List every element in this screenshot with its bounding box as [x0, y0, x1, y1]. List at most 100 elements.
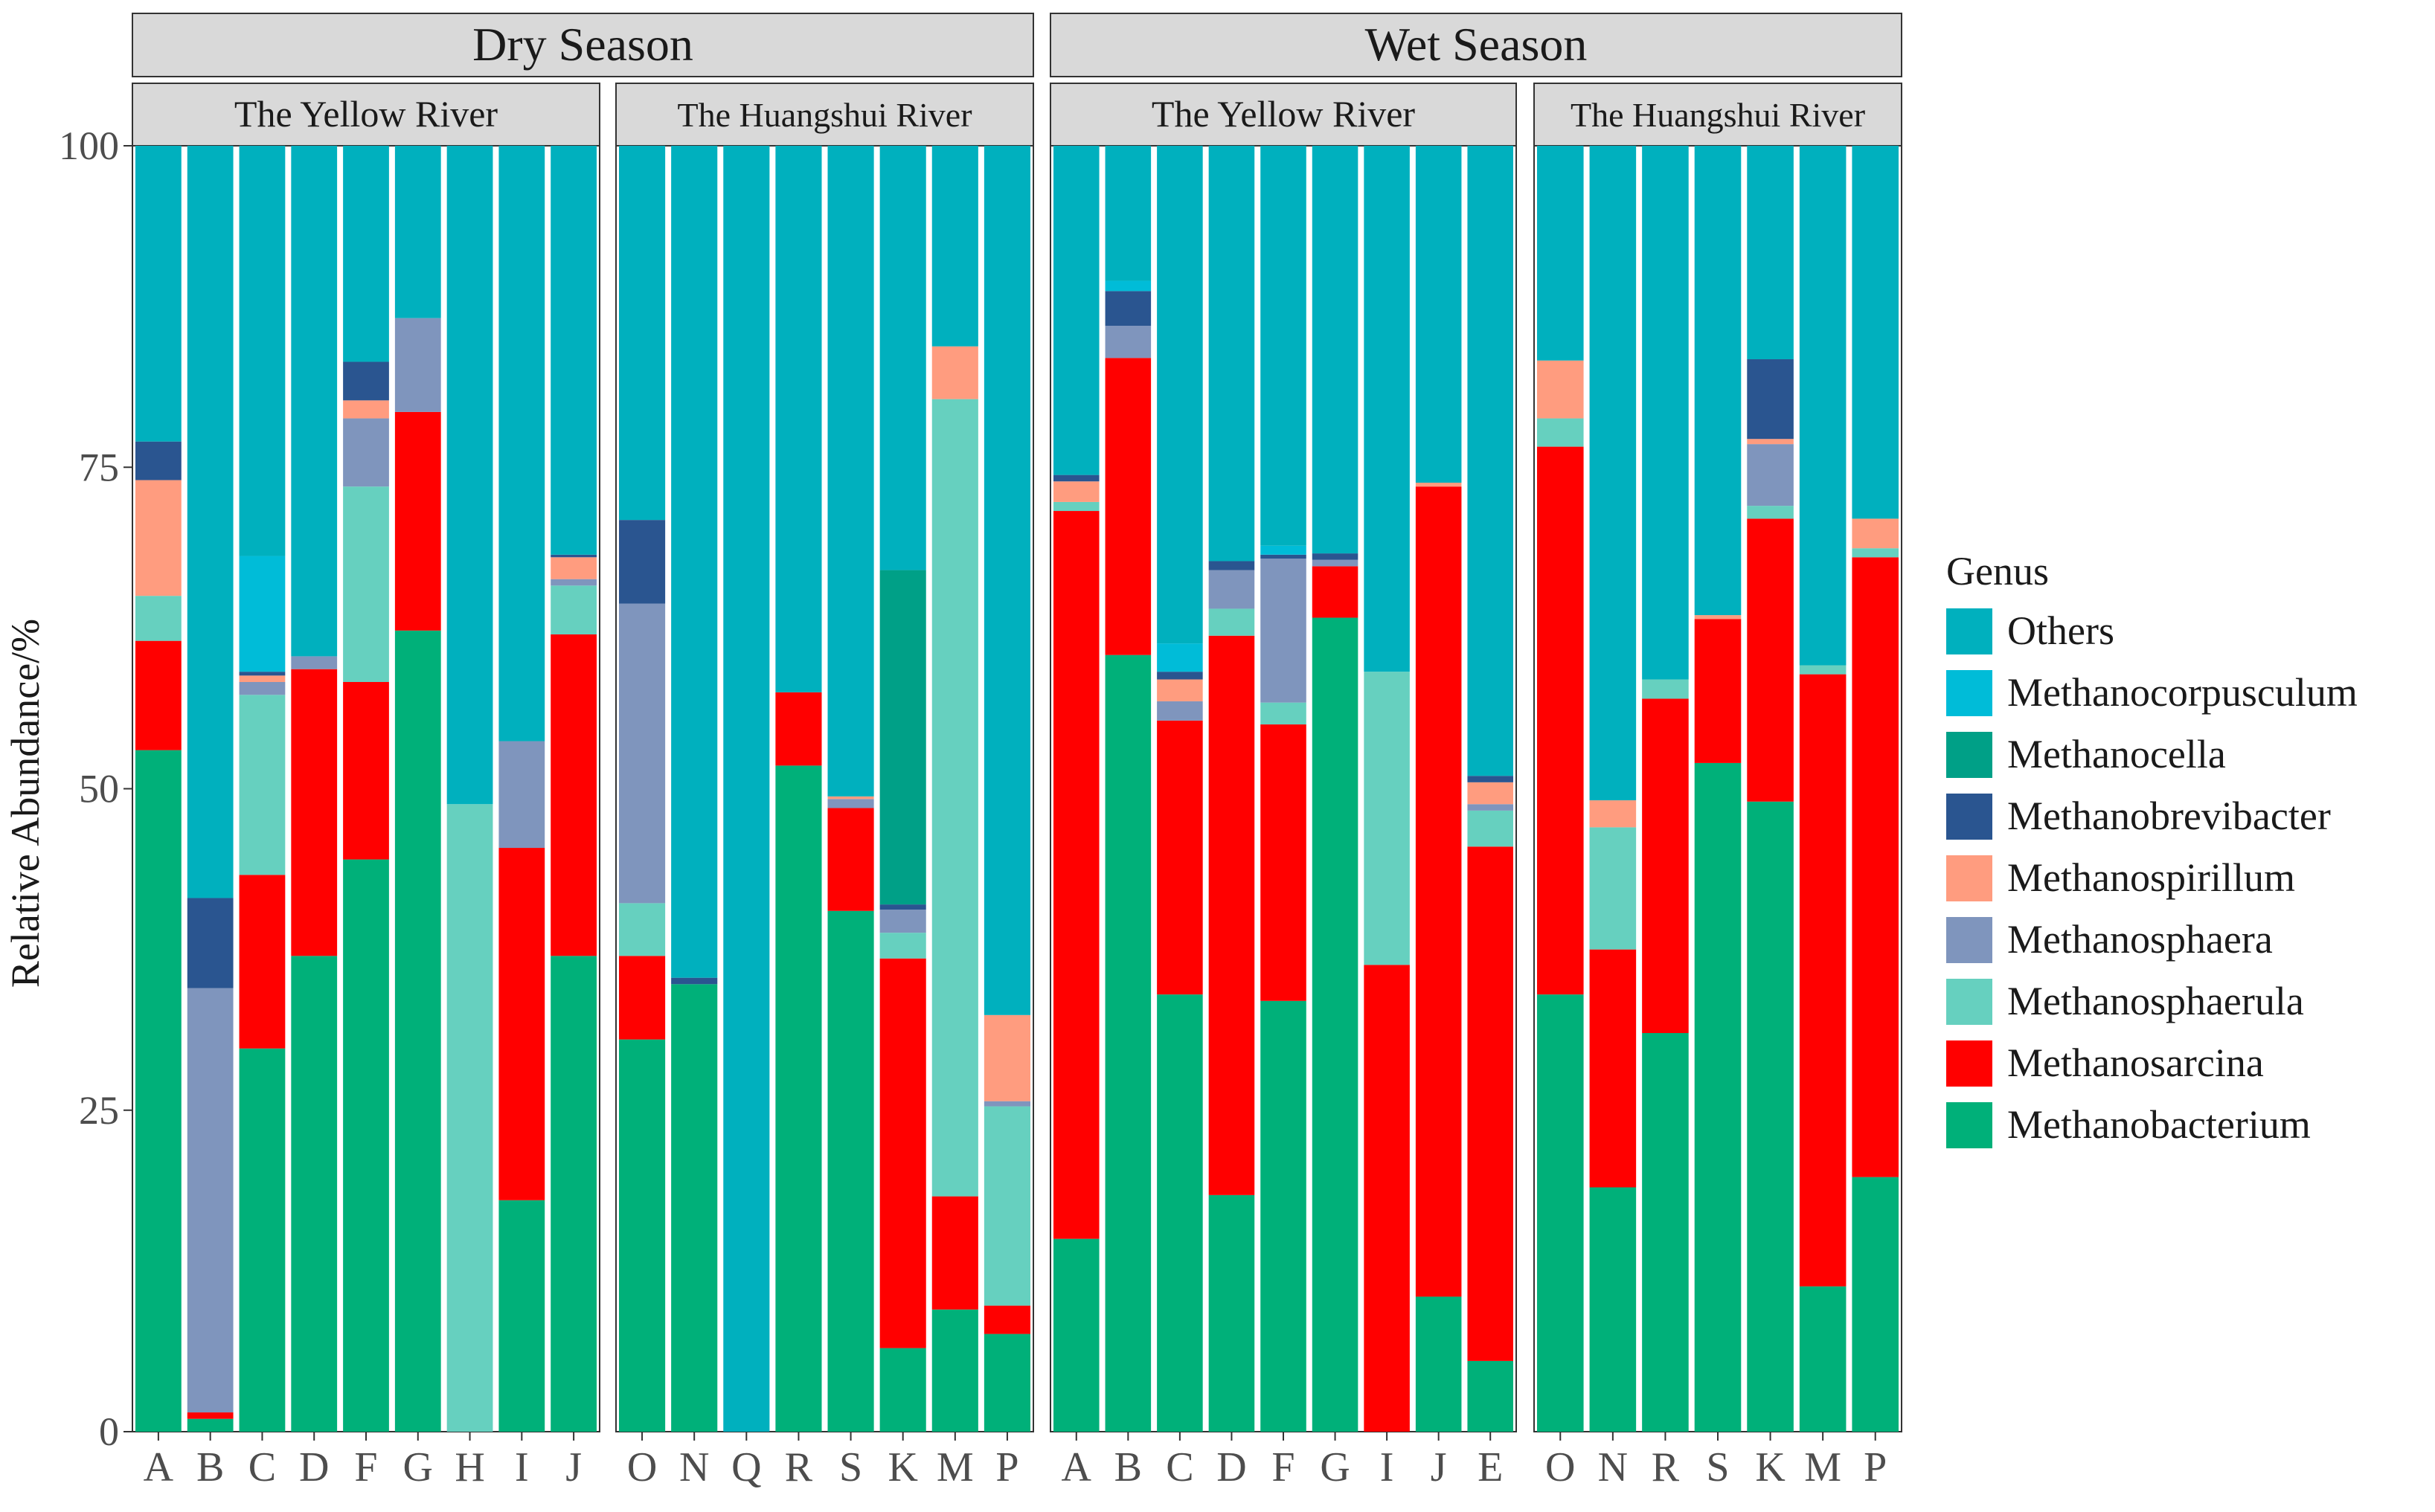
bar-segment-J-others — [551, 146, 597, 555]
bar-C — [1157, 146, 1203, 1432]
bar-segment-J-methanosphaera — [551, 579, 597, 586]
bar-segment-A-methanospirillum — [135, 480, 182, 596]
bar-segment-O-methanobrevibacter — [619, 520, 666, 604]
bar-segment-B-methanobacterium — [1105, 654, 1152, 1432]
bar-O — [619, 146, 666, 1432]
bar-segment-E-methanosphaerula — [1467, 810, 1513, 847]
bar-segment-A-methanosarcina — [135, 640, 182, 750]
bar-segment-R-methanobacterium — [1642, 1033, 1689, 1432]
bar-segment-C-methanosphaerula — [239, 695, 286, 875]
bar-segment-F-others — [343, 146, 389, 362]
y-tick-label-0: 0 — [99, 1409, 119, 1454]
x-tick-label-S: S — [1706, 1444, 1729, 1490]
bar-J — [1415, 146, 1462, 1432]
bar-segment-M-others — [1799, 146, 1847, 666]
bar-segment-F-methanocorpusculum — [1260, 545, 1306, 555]
bar-segment-B-others — [1105, 146, 1152, 281]
bar-segment-R-methanosarcina — [1642, 698, 1689, 1034]
legend-swatch-methanospirillum — [1946, 855, 1992, 901]
bar-segment-A-methanobrevibacter — [1053, 474, 1100, 482]
bar-segment-S-methanospirillum — [1694, 615, 1742, 620]
bar-M — [931, 146, 978, 1432]
y-tick-label-25: 25 — [79, 1088, 119, 1133]
bar-segment-S-methanosphaera — [827, 799, 874, 808]
bar-segment-N-methanobrevibacter — [671, 977, 718, 985]
bar-segment-F-methanosphaerula — [1260, 702, 1306, 725]
bar-segment-N-others — [1589, 146, 1637, 801]
legend-item-others: Others — [1946, 608, 2114, 654]
bar-segment-K-methanobrevibacter — [1747, 359, 1794, 440]
legend-swatch-methanosphaerula — [1946, 979, 1992, 1025]
x-tick-label-S: S — [839, 1444, 862, 1490]
bar-segment-I-others — [498, 146, 545, 741]
bar-segment-G-methanosphaera — [1312, 559, 1358, 567]
bar-segment-D-methanosphaera — [1208, 570, 1255, 609]
bar-segment-R-methanosphaerula — [1642, 679, 1689, 699]
bar-segment-O-others — [1537, 146, 1584, 361]
bar-segment-O-methanosphaera — [619, 603, 666, 904]
bar-segment-D-methanosphaerula — [1208, 608, 1255, 636]
bar-segment-P-others — [1852, 146, 1899, 519]
bar-segment-S-methanospirillum — [827, 796, 874, 800]
legend-label-methanobacterium: Methanobacterium — [2007, 1102, 2311, 1147]
bar-J — [551, 146, 597, 1432]
bar-segment-K-methanobacterium — [1747, 801, 1794, 1432]
legend-label-methanosphaera: Methanosphaera — [2007, 917, 2273, 962]
x-tick-label-K: K — [888, 1444, 917, 1490]
bar-segment-P-methanosphaerula — [1852, 548, 1899, 558]
bar-segment-F-methanobrevibacter — [1260, 554, 1306, 559]
bar-segment-N-others — [671, 146, 718, 978]
bar-segment-C-methanocorpusculum — [239, 556, 286, 672]
bar-A — [135, 146, 182, 1432]
bar-D — [291, 146, 338, 1432]
legend-label-methanosarcina: Methanosarcina — [2007, 1040, 2264, 1085]
bar-P — [984, 146, 1030, 1432]
panel-strips: The Yellow River The Huangshui River The Y… — [132, 83, 1902, 147]
bar-S — [1694, 146, 1742, 1432]
bar-segment-D-others — [291, 146, 338, 657]
bar-segment-D-others — [1208, 146, 1255, 562]
bar-segment-I-methanobacterium — [498, 1200, 545, 1432]
legend-swatch-methanobrevibacter — [1946, 794, 1992, 840]
bar-segment-H-methanosphaerula — [446, 804, 493, 1432]
bar-segment-S-methanobacterium — [827, 910, 874, 1432]
bar-segment-G-methanobacterium — [394, 630, 441, 1432]
bar-segment-Q-others — [723, 146, 770, 1432]
bar-segment-P-methanosphaera — [984, 1101, 1030, 1107]
bar-segment-H-others — [446, 146, 493, 805]
bar-segment-E-methanosarcina — [1467, 846, 1513, 1361]
panel-4-title: The Huangshui River — [1571, 96, 1865, 134]
bar-K — [879, 146, 926, 1432]
bar-segment-J-others — [1415, 146, 1462, 483]
bar-segment-C-methanocorpusculum — [1157, 643, 1203, 672]
bar-segment-N-methanobacterium — [671, 984, 718, 1432]
legend-swatch-others — [1946, 608, 1992, 654]
bar-segment-K-methanobacterium — [879, 1348, 926, 1432]
bar-segment-A-others — [135, 146, 182, 442]
bar-segment-M-methanobacterium — [1799, 1286, 1847, 1432]
bar-segment-F-methanosphaera — [343, 418, 389, 487]
bar-I — [1364, 146, 1410, 1432]
bar-segment-O-methanobacterium — [1537, 994, 1584, 1432]
bar-segment-O-methanospirillum — [1537, 360, 1584, 419]
bar-segment-E-others — [1467, 146, 1513, 776]
bar-segment-P-methanosphaerula — [984, 1106, 1030, 1306]
bar-segment-C-methanobacterium — [239, 1048, 286, 1432]
bar-segment-J-methanospirillum — [551, 557, 597, 579]
panel-3-strip — [1050, 83, 1517, 147]
bar-D — [1208, 146, 1255, 1432]
bar-R — [1642, 146, 1689, 1432]
bar-segment-I-methanosphaerula — [1364, 672, 1410, 965]
bar-segment-G-methanosphaera — [394, 318, 441, 412]
bar-segment-A-methanospirillum — [1053, 481, 1100, 502]
legend-title: Genus — [1946, 549, 2049, 593]
x-tick-label-C: C — [1166, 1444, 1193, 1490]
bar-segment-R-methanosarcina — [775, 692, 822, 766]
bar-segment-J-methanobacterium — [551, 956, 597, 1432]
bar-segment-P-methanosarcina — [1852, 557, 1899, 1177]
bar-segment-E-methanosphaera — [1467, 804, 1513, 811]
bar-segment-N-methanospirillum — [1589, 800, 1637, 828]
legend: Genus Others Methanocorpusculum Methanocel… — [1946, 549, 2358, 1148]
